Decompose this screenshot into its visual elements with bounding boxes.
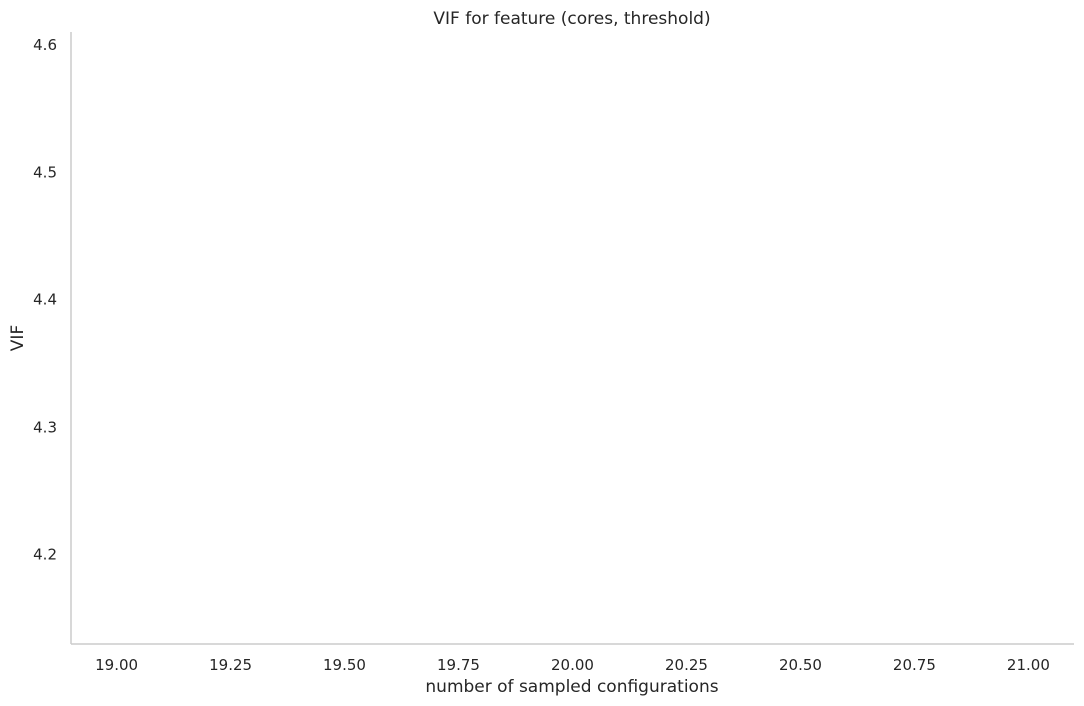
y-axis-title: VIF (8, 325, 28, 351)
x-tick-label: 20.00 (551, 656, 594, 674)
y-tick-label: 4.5 (33, 163, 57, 181)
x-tick-labels: 19.00 19.25 19.50 19.75 20.00 20.25 20.50 20.75… (95, 656, 1050, 674)
x-tick-label: 20.75 (893, 656, 936, 674)
x-tick-label: 19.25 (209, 656, 252, 674)
x-tick-label: 19.50 (323, 656, 366, 674)
x-tick-label: 20.50 (779, 656, 822, 674)
x-tick-label: 19.00 (95, 656, 138, 674)
y-tick-label: 4.6 (33, 36, 57, 54)
y-tick-label: 4.3 (33, 418, 57, 436)
chart-title: VIF for feature (cores, threshold) (433, 9, 710, 29)
y-tick-label: 4.4 (33, 291, 57, 309)
y-tick-labels: 4.2 4.3 4.4 4.5 4.6 (33, 36, 57, 564)
x-tick-label: 21.00 (1007, 656, 1050, 674)
x-tick-label: 19.75 (437, 656, 480, 674)
x-tick-label: 20.25 (665, 656, 708, 674)
y-tick-label: 4.2 (33, 546, 57, 564)
x-axis-title: number of sampled configurations (425, 677, 718, 697)
